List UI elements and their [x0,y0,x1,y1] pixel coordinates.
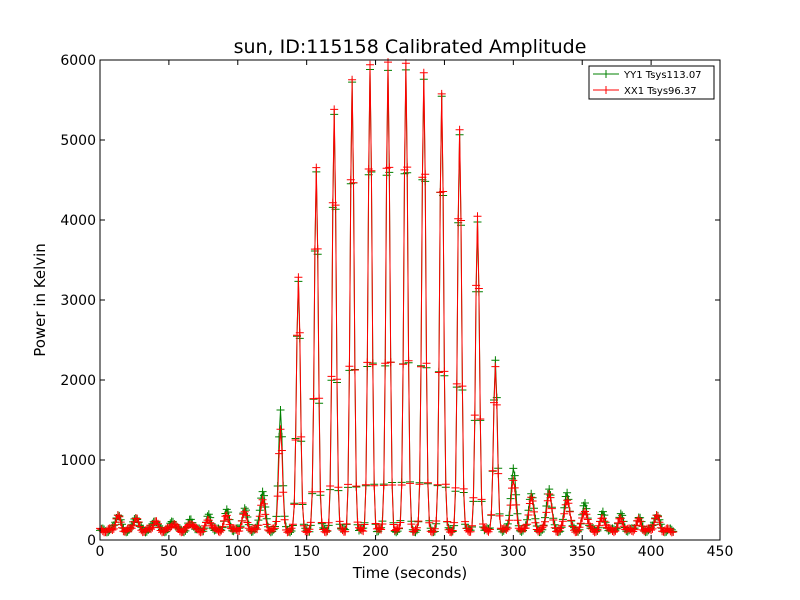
y-tick-label: 0 [87,533,96,549]
series-layer [96,58,678,537]
y-tick-label: 4000 [60,213,96,229]
y-tick-label: 3000 [60,293,96,309]
x-tick-label: 200 [362,544,389,560]
y-tick-label: 1000 [60,453,96,469]
plot-area-frame [99,59,721,541]
chart-title: sun, ID:115158 Calibrated Amplitude [234,36,587,58]
y-tick-label: 5000 [60,133,96,149]
x-tick-label: 300 [500,544,527,560]
ticks-layer: 0 50 100 150 200 250 300 350 400 450 0 1000 2000 3000… [60,53,733,560]
legend-marker-yy1 [602,70,610,78]
legend-label-yy1: YY1 Tsys113.07 [623,70,702,81]
y-tick-label: 2000 [60,373,96,389]
series-1 [96,58,678,537]
x-tick-label: 100 [224,544,251,560]
x-tick-label: 150 [293,544,320,560]
legend-marker-xx1 [602,86,610,94]
x-tick-label: 400 [638,544,665,560]
legend-entry-yy1: YY1 Tsys113.07 [593,70,702,81]
x-tick-label: 350 [569,544,596,560]
legend: YY1 Tsys113.07 XX1 Tsys96.37 [588,65,715,100]
x-axis-label: Time (seconds) [352,564,468,582]
x-tick-label: 250 [431,544,458,560]
legend-entry-xx1: XX1 Tsys96.37 [593,86,697,97]
x-tick-label: 50 [160,544,178,560]
x-tick-label: 0 [96,544,105,560]
y-tick-label: 6000 [60,53,96,69]
y-axis-label: Power in Kelvin [31,243,49,357]
legend-label-xx1: XX1 Tsys96.37 [624,86,697,97]
legend-box [588,65,715,100]
x-tick-label: 450 [707,544,734,560]
